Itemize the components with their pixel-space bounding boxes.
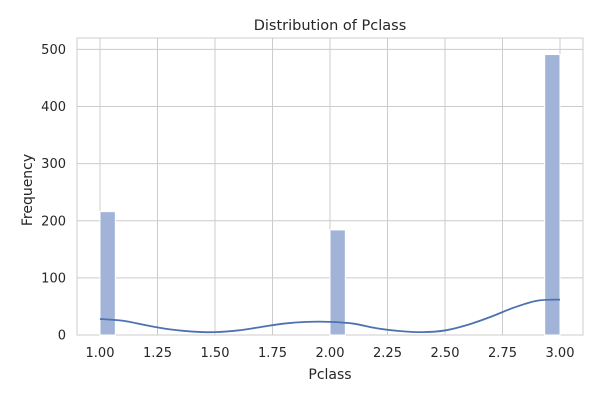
x-tick-label: 1.25	[143, 346, 172, 361]
x-tick-label: 2.00	[316, 346, 345, 361]
x-tick-label: 2.25	[373, 346, 402, 361]
y-tick-label: 100	[41, 271, 66, 286]
y-tick-label: 400	[41, 100, 66, 115]
bars-layer	[99, 54, 561, 336]
y-axis-label: Frequency	[20, 154, 36, 226]
histogram-bar	[544, 54, 561, 336]
x-tick-label: 2.50	[431, 346, 460, 361]
x-tick-label: 2.75	[488, 346, 517, 361]
y-tick-label: 0	[58, 329, 66, 344]
x-tick-label: 1.75	[258, 346, 287, 361]
x-tick-label: 1.00	[86, 346, 115, 361]
y-tick-label: 500	[41, 43, 66, 58]
y-tick-label: 300	[41, 157, 66, 172]
x-tick-label: 1.50	[201, 346, 230, 361]
kde-line	[99, 298, 561, 334]
histogram-bar	[329, 229, 346, 336]
histogram-bar	[99, 211, 116, 336]
x-tick-label: 3.00	[546, 346, 575, 361]
y-tick-label: 200	[41, 214, 66, 229]
kde-layer	[99, 298, 561, 334]
chart-title: Distribution of Pclass	[254, 18, 407, 34]
ticks-layer: 1.00 1.25 1.50 1.75 2.00 2.25 2.50 2.75 3.00 0 100…	[41, 43, 574, 361]
x-axis-label: Pclass	[308, 367, 351, 383]
